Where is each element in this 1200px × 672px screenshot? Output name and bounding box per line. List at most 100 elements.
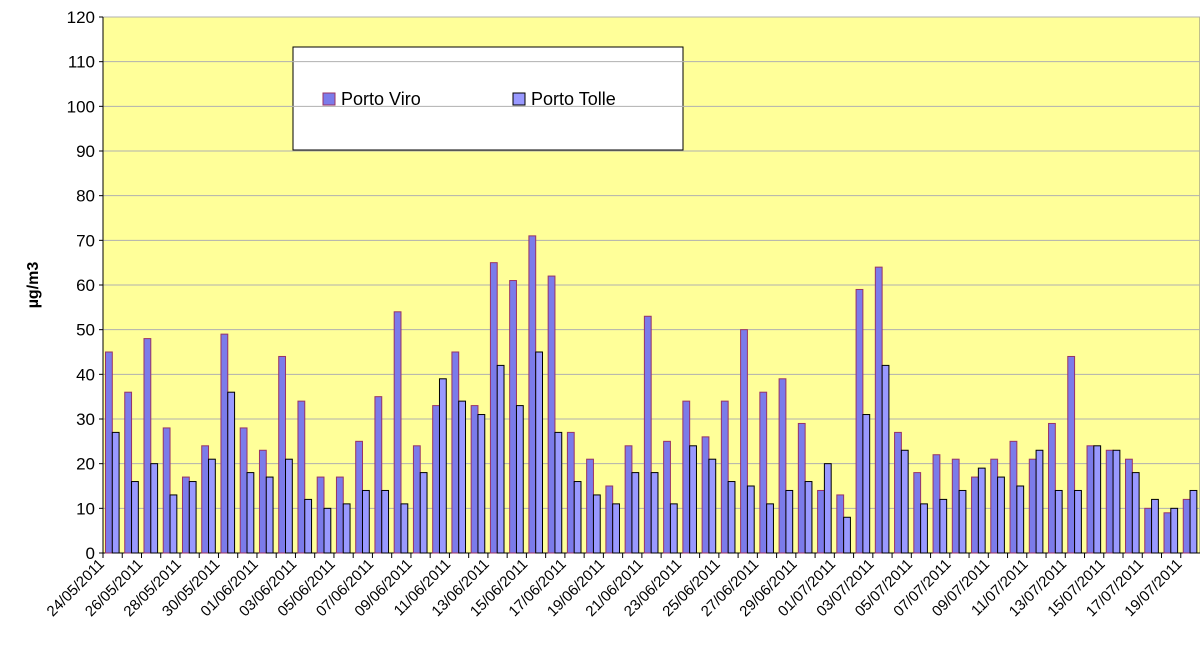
bar xyxy=(188,481,197,554)
bar xyxy=(1016,485,1025,554)
bar xyxy=(181,476,190,554)
y-tick-label: 70 xyxy=(76,231,95,250)
bar xyxy=(740,329,748,554)
bar xyxy=(400,503,409,554)
bar xyxy=(900,449,909,554)
bar xyxy=(1125,458,1133,554)
bar xyxy=(342,503,351,554)
legend-swatch xyxy=(512,92,526,106)
legend xyxy=(292,46,684,151)
bar xyxy=(958,489,967,554)
bar xyxy=(855,288,864,554)
bar xyxy=(208,458,216,554)
bar xyxy=(162,427,171,554)
y-tick-label: 100 xyxy=(67,97,95,116)
bar xyxy=(689,445,697,554)
bar xyxy=(573,481,582,554)
bar xyxy=(997,476,1005,554)
bar xyxy=(355,440,363,554)
bar xyxy=(1028,458,1037,554)
bar xyxy=(285,458,293,554)
bar xyxy=(489,262,498,554)
bar xyxy=(335,476,344,554)
bar xyxy=(682,400,691,554)
bar xyxy=(451,351,460,554)
bar xyxy=(920,503,928,554)
bar xyxy=(804,481,813,554)
bar xyxy=(105,351,113,554)
bar xyxy=(419,472,428,554)
bar xyxy=(663,440,671,554)
bar xyxy=(1131,472,1140,554)
y-tick-label: 80 xyxy=(76,187,95,206)
legend-label: Porto Viro xyxy=(341,89,421,109)
bar xyxy=(977,467,986,554)
bar xyxy=(932,454,941,554)
bar xyxy=(605,485,614,554)
y-tick-label: 120 xyxy=(67,8,95,27)
bar xyxy=(1105,449,1114,554)
bar xyxy=(1048,422,1056,554)
bar xyxy=(1009,440,1018,554)
bar xyxy=(797,422,806,554)
bar xyxy=(612,503,620,554)
bar xyxy=(547,275,556,554)
bar xyxy=(843,516,851,554)
bar xyxy=(297,400,306,554)
y-axis-label: µg/m3 xyxy=(25,262,42,309)
bar xyxy=(1170,507,1179,554)
bar xyxy=(131,481,139,554)
bar xyxy=(528,235,537,554)
bar xyxy=(316,476,325,554)
bar xyxy=(913,472,922,554)
bar xyxy=(374,396,383,554)
bar xyxy=(1151,498,1159,554)
bar xyxy=(894,431,902,554)
y-tick-label: 90 xyxy=(76,142,95,161)
bar xyxy=(650,472,659,554)
bar xyxy=(496,364,505,554)
y-tick-label: 50 xyxy=(76,321,95,340)
bar xyxy=(643,315,652,554)
bar xyxy=(823,463,832,554)
bar xyxy=(304,498,313,554)
bar xyxy=(1035,449,1044,554)
bar xyxy=(458,400,467,554)
bar xyxy=(323,507,332,554)
bar xyxy=(862,414,871,554)
bar xyxy=(1112,449,1121,554)
legend-label: Porto Tolle xyxy=(531,89,616,109)
bar xyxy=(631,472,640,554)
y-tick-label: 10 xyxy=(76,499,95,518)
bar xyxy=(759,391,768,554)
bar xyxy=(381,489,390,554)
y-tick-label: 110 xyxy=(68,53,95,72)
bar xyxy=(220,333,229,554)
bar xyxy=(727,481,736,554)
bar xyxy=(1189,489,1198,554)
bar xyxy=(1054,489,1063,554)
bar xyxy=(438,378,447,554)
bar xyxy=(111,431,120,554)
y-tick-label: 30 xyxy=(76,410,95,429)
bar xyxy=(624,445,633,554)
bar xyxy=(746,485,755,554)
bar xyxy=(477,414,486,554)
bar xyxy=(1163,512,1172,554)
y-tick-label: 20 xyxy=(76,455,95,474)
legend-swatch xyxy=(322,92,336,106)
bar xyxy=(592,494,601,554)
bar xyxy=(708,458,717,554)
bar xyxy=(939,498,948,554)
bar xyxy=(990,458,999,554)
bar xyxy=(566,431,575,554)
bar xyxy=(150,463,159,554)
bar xyxy=(515,405,524,554)
bar xyxy=(1182,498,1191,554)
bar xyxy=(720,400,729,554)
bar xyxy=(239,427,248,554)
bar xyxy=(836,494,845,554)
bar xyxy=(1093,445,1102,554)
bar xyxy=(778,378,787,554)
